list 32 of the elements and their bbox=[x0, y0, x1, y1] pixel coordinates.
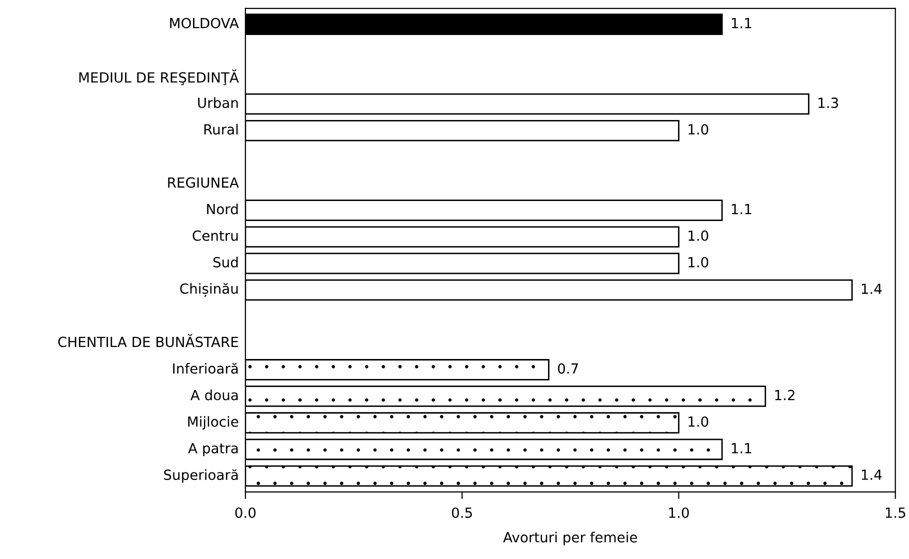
y-tick-label: A doua bbox=[190, 390, 238, 400]
y-tick-label: Inferioară bbox=[173, 362, 238, 374]
x-tick-label: 1.0 bbox=[669, 507, 689, 518]
y-tick-label: Rural bbox=[204, 124, 238, 135]
x-axis-title: Avorturi per femeie bbox=[503, 532, 638, 546]
x-tick-label: 1.5 bbox=[886, 508, 906, 518]
y-tick-label: MOLDOVA bbox=[170, 18, 239, 28]
data-label: 1.0 bbox=[688, 124, 708, 135]
y-tick-label: MEDIUL DE REŞEDINŢĂ bbox=[79, 69, 239, 86]
y-tick-label: Mijlocie bbox=[188, 416, 238, 430]
data-label: 1.4 bbox=[862, 470, 882, 480]
x-tick-label: 0.5 bbox=[452, 507, 472, 518]
data-label: 1.3 bbox=[818, 98, 838, 108]
data-label: 1.0 bbox=[688, 416, 708, 427]
y-tick-label: A patra bbox=[188, 443, 238, 456]
y-tick-label: Chișinău bbox=[180, 283, 238, 297]
data-label: 1.1 bbox=[732, 204, 752, 214]
data-label: 1.1 bbox=[732, 18, 752, 28]
data-label: 1.2 bbox=[775, 390, 794, 400]
y-tick-label: Sud bbox=[213, 256, 238, 268]
data-label: 1.0 bbox=[688, 256, 708, 268]
y-tick-label: CHENTILA DE BUNĂSTARE bbox=[58, 334, 238, 348]
data-label: 1.1 bbox=[732, 443, 752, 454]
y-tick-label: Superioară bbox=[164, 469, 238, 483]
data-label: 1.4 bbox=[862, 284, 882, 294]
y-tick-label: Urban bbox=[198, 97, 238, 108]
data-label: 0.7 bbox=[558, 363, 578, 374]
y-tick-label: REGIUNEA bbox=[168, 177, 239, 188]
y-tick-label: Centru bbox=[192, 230, 238, 241]
x-tick-label: 0.0 bbox=[235, 507, 256, 518]
y-tick-label: Nord bbox=[207, 204, 238, 214]
data-label: 1.0 bbox=[688, 230, 708, 241]
